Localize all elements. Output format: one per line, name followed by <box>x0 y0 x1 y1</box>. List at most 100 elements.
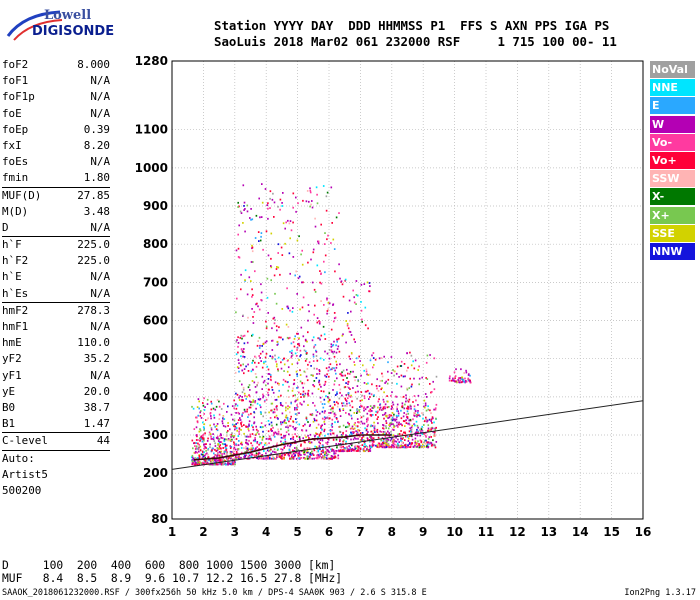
echo-point <box>330 242 332 244</box>
echo-point <box>225 463 227 466</box>
echo-point <box>255 407 257 410</box>
echo-point <box>368 392 371 395</box>
echo-point <box>381 443 384 446</box>
param-row: M(D) 3.48 <box>2 204 110 220</box>
echo-point <box>330 455 333 457</box>
echo-point <box>287 337 290 340</box>
echo-point <box>430 436 432 438</box>
echo-point <box>319 357 322 360</box>
echo-point <box>378 357 381 360</box>
echo-point <box>376 428 379 431</box>
echo-point <box>339 425 341 428</box>
echo-point <box>301 450 303 453</box>
echo-point <box>204 432 206 435</box>
echo-point <box>235 311 237 314</box>
echo-point <box>405 397 407 400</box>
echo-point <box>291 389 294 392</box>
echo-point <box>354 422 356 424</box>
echo-point <box>342 333 344 336</box>
echo-point <box>289 424 292 427</box>
echo-point <box>379 380 382 382</box>
x-tick-label: 8 <box>388 525 396 539</box>
echo-point <box>347 380 350 383</box>
echo-point <box>422 443 424 446</box>
echo-point <box>413 445 415 448</box>
echo-point <box>213 416 216 419</box>
echo-point <box>305 416 308 419</box>
echo-point <box>376 387 378 390</box>
echo-point <box>368 290 371 293</box>
echo-point <box>361 394 363 397</box>
echo-point <box>343 450 345 452</box>
echo-point <box>359 421 361 424</box>
echo-point <box>409 443 412 446</box>
echo-point <box>278 433 281 435</box>
echo-point <box>336 434 338 437</box>
echo-point <box>429 354 431 356</box>
echo-point <box>267 394 270 396</box>
echo-point <box>254 237 257 239</box>
legend-item: W <box>650 115 695 133</box>
echo-point <box>253 411 255 413</box>
x-tick-label: 16 <box>635 525 652 539</box>
echo-point <box>200 417 203 419</box>
echo-point <box>392 415 395 418</box>
echo-point <box>418 383 420 386</box>
echo-point <box>221 461 223 464</box>
echo-point <box>215 405 218 408</box>
echo-point <box>433 421 435 424</box>
echo-point <box>216 453 219 456</box>
echo-point <box>357 446 360 448</box>
echo-point <box>361 320 363 323</box>
echo-point <box>203 463 205 466</box>
echo-point <box>457 379 459 381</box>
echo-point <box>294 455 296 458</box>
echo-point <box>345 437 348 439</box>
echo-point <box>333 248 336 250</box>
echo-point <box>452 377 454 380</box>
echo-point <box>431 416 434 419</box>
echo-point <box>361 399 363 402</box>
echo-point <box>324 457 327 460</box>
echo-point <box>357 447 360 450</box>
echo-point <box>264 424 267 427</box>
echo-point <box>308 425 311 427</box>
echo-point <box>269 449 271 452</box>
echo-point <box>259 404 261 407</box>
echo-point <box>404 425 406 427</box>
echo-point <box>274 381 277 384</box>
echo-point <box>251 308 253 310</box>
echo-point <box>367 450 370 453</box>
legend-item: E <box>650 97 695 115</box>
echo-point <box>309 413 312 416</box>
param-value: N/A <box>90 220 110 234</box>
param-row: hmF1 N/A <box>2 319 110 335</box>
echo-point <box>199 449 202 452</box>
echo-point <box>255 428 258 431</box>
echo-point <box>358 450 360 452</box>
echo-point <box>240 364 242 367</box>
echo-point <box>374 431 376 433</box>
echo-point <box>195 442 198 444</box>
echo-point <box>299 402 302 405</box>
echo-point <box>268 411 270 414</box>
echo-point <box>243 201 246 204</box>
echo-point <box>351 425 354 428</box>
echo-point <box>199 445 202 448</box>
echo-point <box>357 435 359 438</box>
echo-point <box>430 430 432 432</box>
echo-point <box>405 400 407 403</box>
echo-point <box>366 420 368 423</box>
echo-point <box>280 440 282 443</box>
echo-point <box>459 379 461 381</box>
echo-point <box>369 414 372 416</box>
echo-point <box>206 452 208 455</box>
echo-point <box>380 388 382 391</box>
echo-point <box>199 437 201 440</box>
echo-point <box>385 414 387 417</box>
echo-point <box>460 378 463 380</box>
echo-point <box>199 429 202 432</box>
echo-point <box>234 444 236 446</box>
echo-point <box>218 405 221 408</box>
echo-point <box>234 404 236 407</box>
